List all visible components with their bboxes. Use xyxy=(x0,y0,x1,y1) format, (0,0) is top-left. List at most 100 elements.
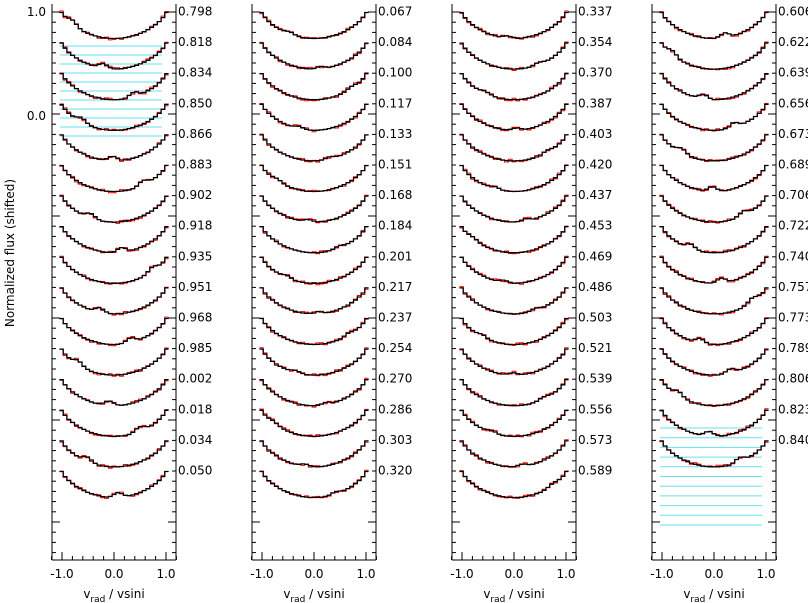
observed-profile xyxy=(459,439,569,468)
observed-profile xyxy=(459,378,569,406)
phase-label: 0.740 xyxy=(778,249,808,263)
model-profile xyxy=(259,103,369,131)
model-profile xyxy=(59,379,169,406)
guide-lines xyxy=(60,45,162,137)
model-profile xyxy=(59,440,169,468)
phase-label: 0.486 xyxy=(578,280,612,294)
x-axis-label: vrad / vsini xyxy=(83,587,144,603)
model-profile xyxy=(659,348,769,376)
observed-profile xyxy=(459,164,569,192)
profile xyxy=(659,102,769,132)
phase-label: 0.918 xyxy=(178,219,212,233)
x-tick-label: 0.0 xyxy=(504,567,523,581)
observed-profile xyxy=(259,12,369,39)
model-profile xyxy=(459,11,569,39)
profile xyxy=(259,408,369,438)
profile xyxy=(659,408,769,437)
profile xyxy=(459,225,569,255)
x-tick-label: -1.0 xyxy=(50,567,73,581)
phase-label: 0.951 xyxy=(178,280,212,294)
observed-profile xyxy=(459,41,569,71)
observed-profile xyxy=(59,316,169,347)
model-profile xyxy=(259,379,369,407)
observed-profile xyxy=(259,256,369,286)
model-profile xyxy=(59,73,169,101)
profile xyxy=(659,440,769,468)
panel-4: -1.0 0.0 1.0 vrad / vsini 0.606 0.622 0.639 0.6… xyxy=(650,4,808,603)
profile xyxy=(59,226,169,254)
profile xyxy=(259,347,369,377)
observed-profile xyxy=(459,255,569,285)
observed-profile xyxy=(659,102,769,132)
observed-profile xyxy=(659,255,769,284)
profile xyxy=(659,72,769,101)
phase-label: 0.100 xyxy=(378,66,412,80)
observed-profile xyxy=(459,72,569,102)
phase-label: 0.985 xyxy=(178,341,212,355)
phase-label: 0.201 xyxy=(378,249,412,263)
profile xyxy=(659,11,769,40)
phase-label: 0.706 xyxy=(778,188,808,202)
observed-profile xyxy=(59,10,169,41)
profile xyxy=(459,72,569,102)
profile xyxy=(59,316,169,347)
phase-label: 0.503 xyxy=(578,311,612,325)
y-axis-label: Normalized flux (shifted) xyxy=(3,179,17,327)
phase-label: 0.902 xyxy=(178,188,212,202)
profile xyxy=(259,103,369,133)
profile xyxy=(459,470,569,499)
profile xyxy=(59,103,169,132)
model-profile xyxy=(259,134,369,162)
phase-label: 0.539 xyxy=(578,372,612,386)
profile xyxy=(659,255,769,284)
x-tick-label: 0.0 xyxy=(704,567,723,581)
profile xyxy=(459,103,569,132)
model-profile xyxy=(59,317,169,346)
model-profile xyxy=(659,409,769,437)
model-profile xyxy=(59,287,169,315)
model-profile xyxy=(59,195,169,223)
profile xyxy=(59,347,169,377)
phase-label: 0.437 xyxy=(578,188,612,202)
profile xyxy=(59,470,169,499)
phase-label: 0.798 xyxy=(178,5,212,19)
observed-profile xyxy=(259,103,369,133)
phase-label: 0.866 xyxy=(178,127,212,141)
x-tick-label: 1.0 xyxy=(556,567,575,581)
observed-profile xyxy=(459,347,569,376)
profile xyxy=(459,378,569,407)
observed-profile xyxy=(59,194,169,224)
observed-profile xyxy=(659,317,769,347)
x-tick-label: -1.0 xyxy=(650,567,673,581)
model-profile xyxy=(259,73,369,101)
panels-group: -1.0 0.0 1.0 1.0 0.0 vrad / vsini 0.798 0.818 0.… xyxy=(27,4,808,603)
model-profile xyxy=(659,195,769,223)
phase-label: 0.370 xyxy=(578,66,612,80)
profile xyxy=(459,255,569,285)
observed-profile xyxy=(659,348,769,377)
model-profile xyxy=(259,409,369,437)
profile xyxy=(459,409,569,438)
model-profile xyxy=(59,256,169,284)
phase-label: 0.084 xyxy=(378,35,412,49)
profile xyxy=(59,41,169,70)
phase-label: 0.184 xyxy=(378,219,412,233)
phase-label: 0.850 xyxy=(178,96,212,110)
observed-profile xyxy=(459,410,569,438)
phase-label: 0.521 xyxy=(578,341,612,355)
phase-label: 0.834 xyxy=(178,66,212,80)
phase-label: 0.387 xyxy=(578,96,612,110)
model-profile xyxy=(459,287,569,315)
model-profile xyxy=(459,103,569,131)
x-axis-label: vrad / vsini xyxy=(683,587,744,603)
observed-profile xyxy=(459,10,569,40)
model-profile xyxy=(659,256,769,284)
profile xyxy=(659,194,769,224)
phase-label: 0.217 xyxy=(378,280,412,294)
profile xyxy=(259,72,369,102)
profile xyxy=(259,226,369,255)
phase-label: 0.337 xyxy=(578,5,612,19)
model-profile xyxy=(459,409,569,437)
observed-profile xyxy=(659,72,769,101)
model-profile xyxy=(259,287,369,315)
